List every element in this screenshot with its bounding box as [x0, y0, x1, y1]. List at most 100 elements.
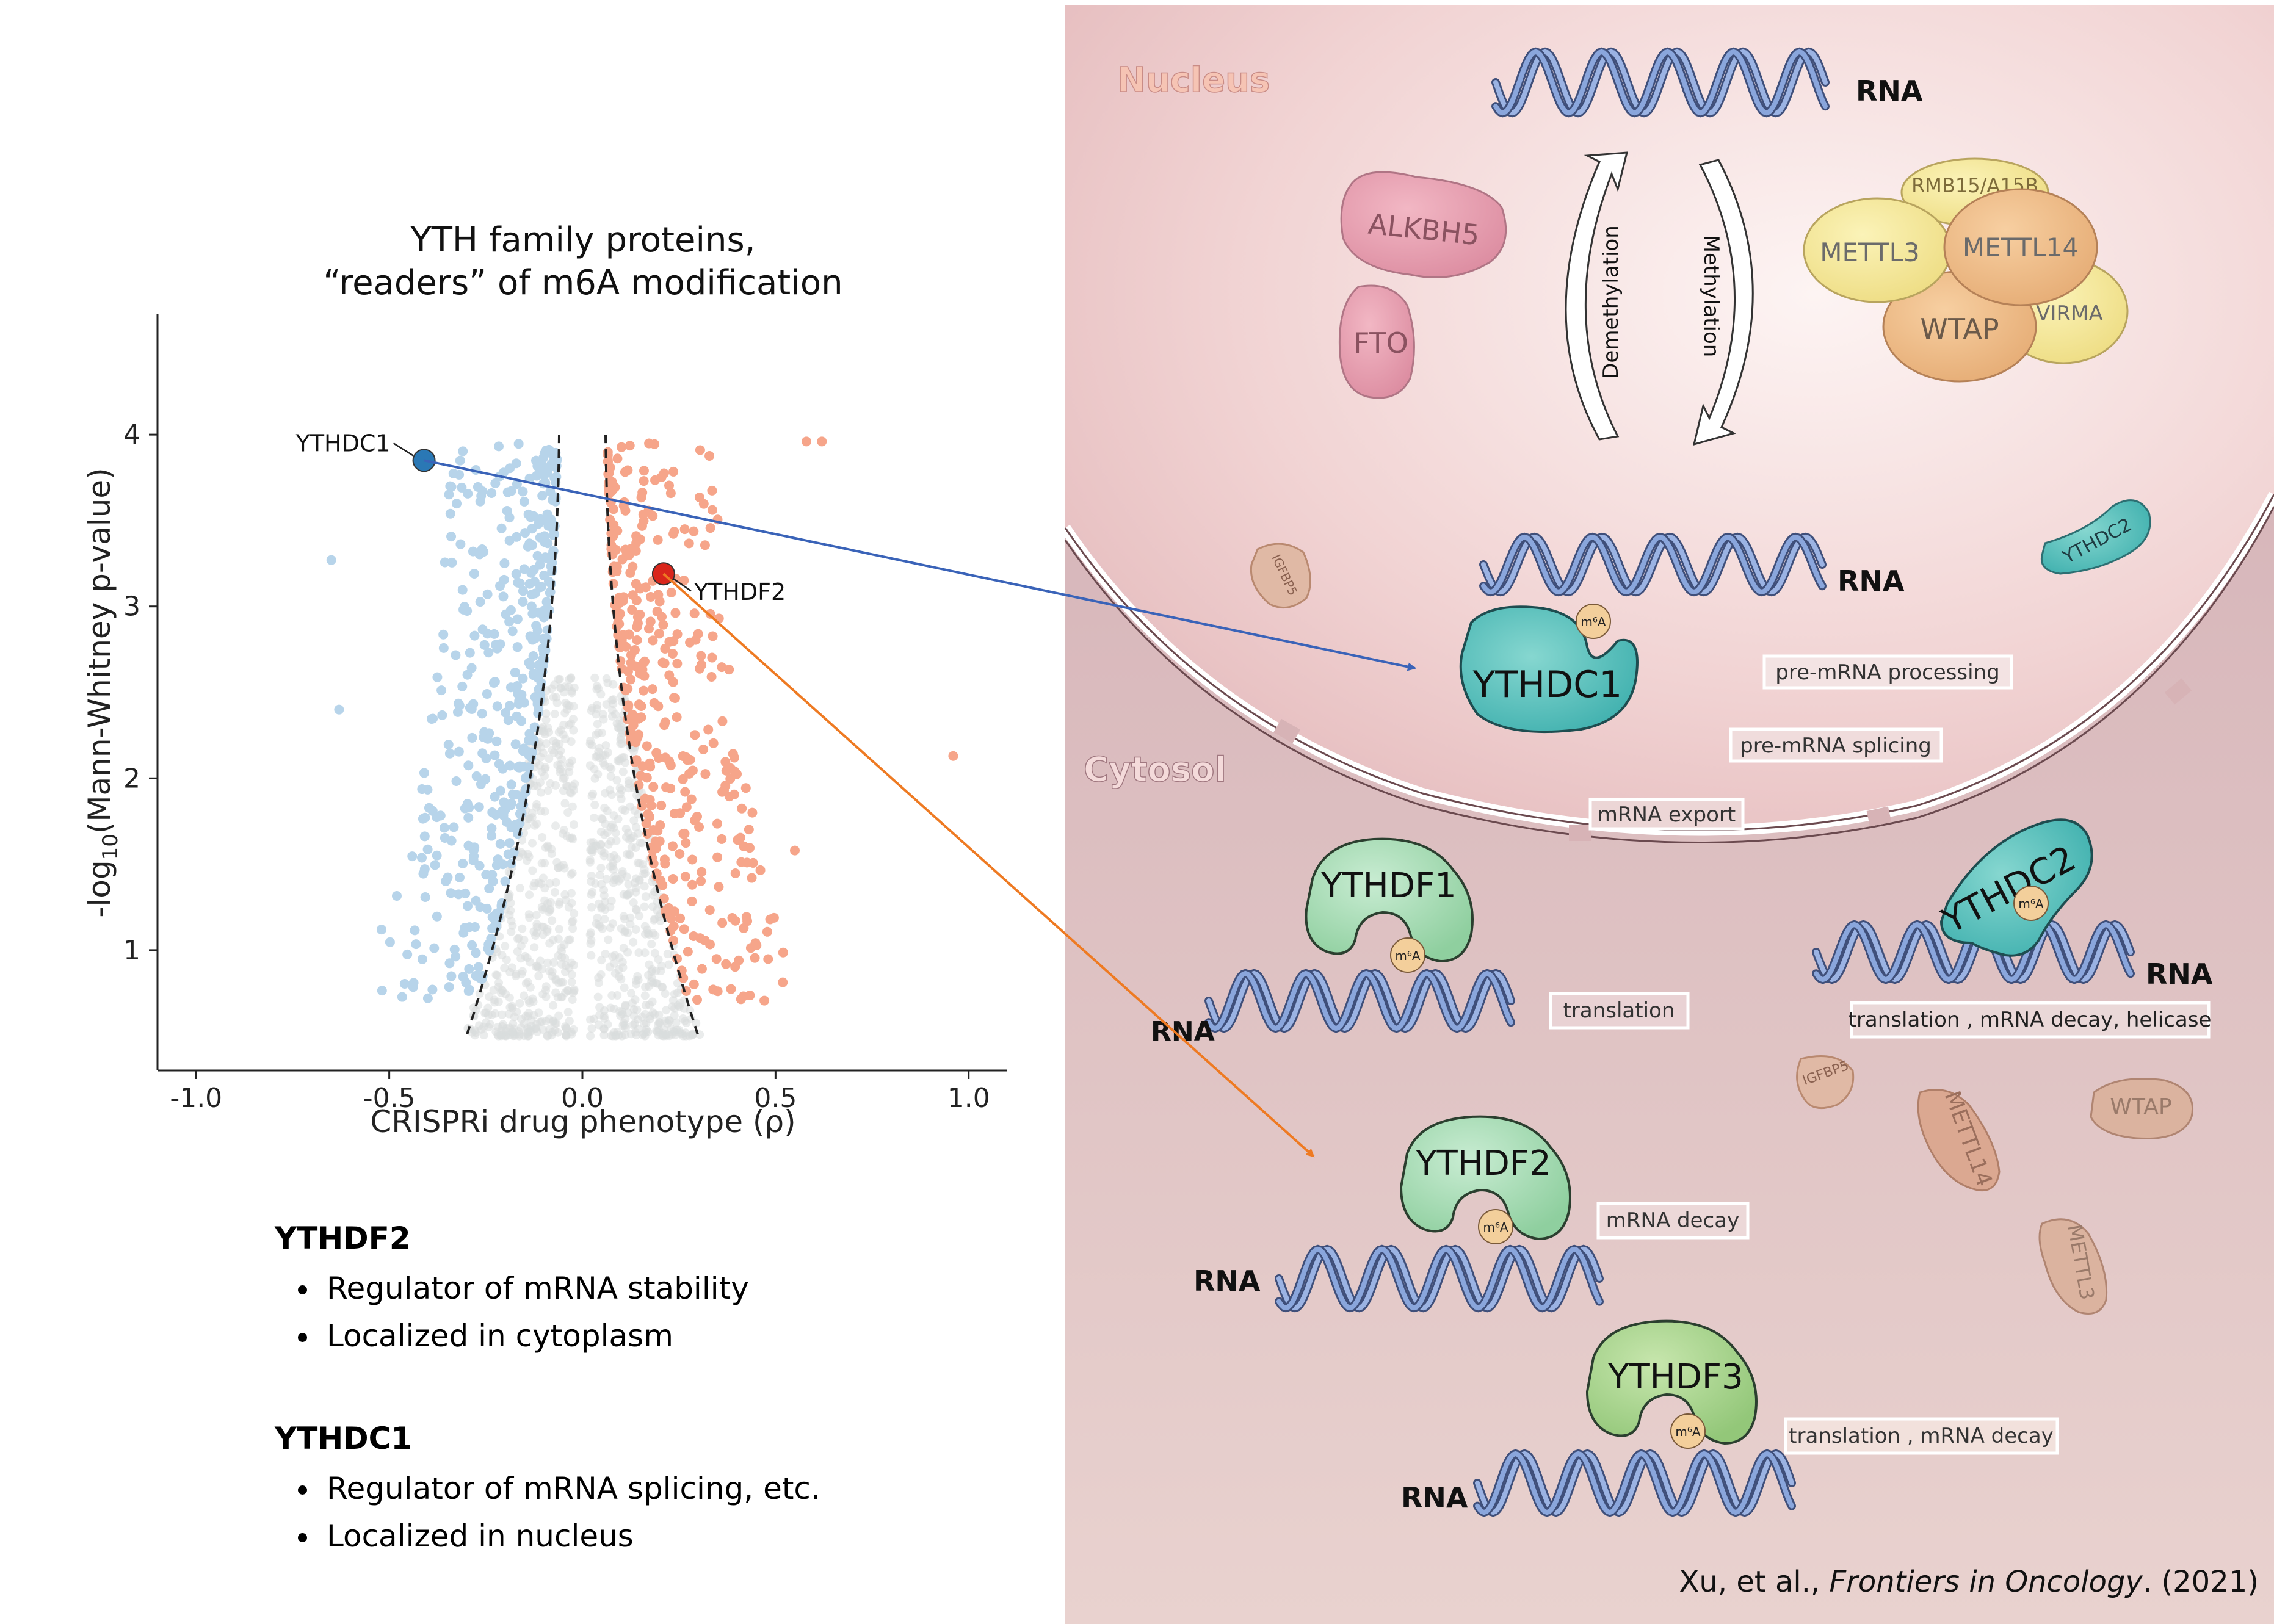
connector-arrow-ythdc1 — [424, 459, 1416, 671]
scatter-point-positive — [730, 915, 740, 926]
scatter-point-positive — [720, 757, 731, 767]
igfbp5-protein-nucleus — [1250, 543, 1311, 609]
scatter-point-neutral — [548, 1028, 557, 1037]
scatter-point-negative — [430, 860, 440, 870]
scatter-point-neutral — [523, 1029, 532, 1038]
scatter-point-neutral — [608, 919, 617, 928]
scatter-point-positive — [653, 826, 663, 836]
y-axis-ticks: 1 2 3 4 — [123, 419, 158, 966]
m6a-label-ythdf1: m⁶A — [1395, 948, 1421, 963]
scatter-point-positive — [632, 635, 642, 645]
note-bullet: Regulator of mRNA stability — [320, 1265, 1038, 1312]
scatter-point-positive — [620, 467, 630, 477]
note-heading-ythdc1: YTHDC1 — [275, 1421, 413, 1456]
scatter-point-neutral — [670, 1011, 679, 1020]
scatter-point-negative — [407, 851, 418, 862]
scatter-point-neutral — [634, 810, 643, 819]
scatter-point-neutral — [618, 767, 628, 776]
scatter-point-neutral — [509, 1019, 518, 1028]
scatter-point-neutral — [648, 965, 657, 974]
scatter-point-negative — [541, 633, 552, 644]
scatter-point-positive — [679, 524, 690, 535]
scatter-point-positive — [707, 652, 717, 663]
scatter-point-negative — [504, 616, 515, 627]
scatter-point-positive — [763, 954, 773, 964]
scatter-point-neutral — [551, 821, 560, 831]
scatter-point-negative — [458, 858, 468, 868]
scatter-point-negative — [544, 444, 554, 455]
scatter-point-positive — [707, 485, 717, 496]
mrna-export-box — [1588, 798, 1745, 831]
methylation-arrow — [1692, 159, 1754, 446]
scatter-point-positive — [625, 441, 635, 451]
scatter-point-neutral — [599, 891, 609, 900]
rna-strand — [1475, 1451, 1794, 1515]
scatter-point-outlier — [334, 704, 344, 715]
scatter-point-positive — [670, 608, 681, 618]
scatter-point-neutral — [610, 851, 619, 860]
scatter-point-neutral — [534, 972, 543, 981]
scatter-point-negative — [428, 713, 438, 724]
scatter-point-positive — [684, 538, 694, 549]
scatter-point-neutral — [672, 1018, 681, 1027]
scatter-point-positive — [631, 579, 641, 589]
scatter-point-negative — [402, 949, 413, 959]
scatter-point-negative — [443, 739, 454, 749]
scatter-point-neutral — [547, 684, 556, 693]
scatter-point-positive — [750, 953, 760, 963]
scatter-point-negative — [471, 948, 481, 958]
scatter-point-negative — [457, 681, 468, 691]
scatter-point-neutral — [549, 693, 558, 702]
scatter-point-negative — [464, 964, 474, 974]
scatter-point-neutral — [543, 786, 552, 795]
rna-helix-top — [1491, 47, 1830, 118]
scatter-point-neutral — [590, 673, 599, 682]
scatter-point-negative — [518, 586, 528, 596]
scatter-point-negative — [537, 515, 548, 525]
scatter-point-negative — [451, 776, 462, 786]
scatter-point-positive — [647, 845, 657, 856]
scatter-point-neutral — [506, 898, 515, 908]
ythdf3-protein — [1585, 1319, 1758, 1445]
scatter-point-neutral — [640, 929, 650, 939]
note-bullets-ythdc1: Regulator of mRNA splicing, etc. Localiz… — [275, 1465, 1038, 1560]
scatter-point-neutral — [623, 928, 632, 937]
scatter-point-positive — [717, 716, 728, 726]
scatter-point-negative — [473, 962, 483, 972]
scatter-point-neutral — [607, 696, 617, 705]
rna-strand — [1481, 534, 1825, 595]
scatter-point-negative — [506, 822, 516, 832]
scatter-point-neutral — [640, 902, 649, 911]
scatter-point-negative — [524, 750, 534, 760]
scatter-point-neutral — [587, 706, 596, 715]
chart-title-line-2: “readers” of m6A modification — [323, 263, 842, 303]
scatter-point-neutral — [540, 771, 549, 781]
scatter-point-negative — [536, 582, 546, 592]
scatter-point-positive — [733, 835, 743, 845]
scatter-point-negative — [498, 591, 509, 602]
scatter-point-neutral — [567, 737, 576, 746]
scatter-point-neutral — [668, 996, 678, 1005]
scatter-point-positive — [681, 802, 692, 812]
scatter-point-negative — [514, 696, 524, 706]
scatter-point-positive — [689, 931, 699, 941]
scatter-point-negative — [462, 901, 473, 911]
scatter-point-negative — [519, 496, 529, 507]
scatter-point-negative — [524, 735, 534, 746]
scatter-point-negative — [482, 734, 493, 744]
scatter-point-positive — [652, 607, 662, 617]
scatter-point-positive — [696, 660, 706, 670]
scatter-point-negative — [518, 596, 528, 607]
m6a-label-ythdc1: m⁶A — [1581, 615, 1606, 629]
scatter-point-positive — [607, 477, 617, 487]
scatter-point-neutral — [532, 803, 541, 812]
scatter-point-negative — [491, 809, 501, 820]
scatter-point-neutral — [568, 802, 577, 811]
scatter-point-neutral — [557, 978, 566, 987]
scatter-point-neutral — [567, 688, 576, 698]
note-bullet: Localized in nucleus — [320, 1512, 1038, 1560]
mettl14-protein-cytosol — [1917, 1089, 2001, 1192]
pre-mrna-processing-box — [1762, 654, 2013, 690]
scatter-point-positive — [626, 674, 636, 685]
scatter-point-neutral — [567, 978, 576, 987]
